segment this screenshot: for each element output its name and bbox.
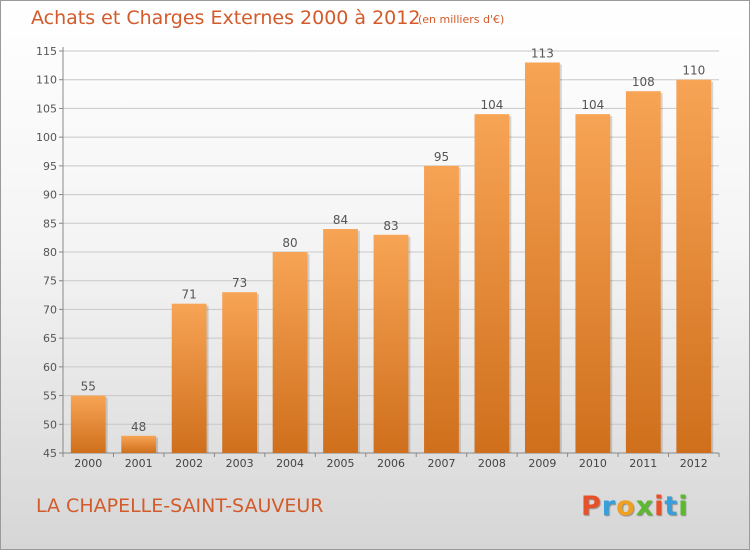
bar-2010 xyxy=(575,114,611,454)
logo-letter: t xyxy=(664,491,679,522)
x-tick-label-2012: 2012 xyxy=(680,457,708,470)
bars xyxy=(70,62,714,454)
chart-title: Achats et Charges Externes 2000 à 2012 xyxy=(31,7,421,29)
x-tick-label-2001: 2001 xyxy=(125,457,153,470)
labels: 45 50 55 60 65 70 75 80 85 90 95 100 105 110 115 55 2000… xyxy=(36,45,708,470)
bar-2007 xyxy=(424,165,459,453)
data-label-2006: 83 xyxy=(383,219,398,233)
y-tick-label: 55 xyxy=(43,390,57,403)
y-tick-label: 45 xyxy=(43,447,57,460)
data-label-2000: 55 xyxy=(81,380,96,394)
x-tick-label-2010: 2010 xyxy=(579,457,607,470)
y-tick-label: 65 xyxy=(43,332,57,345)
y-tick-label: 70 xyxy=(43,303,57,316)
bar-2002 xyxy=(171,303,207,453)
data-label-2009: 113 xyxy=(531,46,554,60)
data-label-2012: 110 xyxy=(682,64,705,78)
y-tick-label: 75 xyxy=(43,275,57,288)
data-label-2010: 104 xyxy=(581,98,604,112)
chart-subtitle: (en milliers d'€) xyxy=(418,13,505,26)
bar-2000 xyxy=(70,395,106,453)
y-tick-label: 105 xyxy=(36,102,57,115)
commune-name: LA CHAPELLE-SAINT-SAUVEUR xyxy=(36,495,324,517)
proxiti-logo: Proxiti xyxy=(581,491,689,522)
bar-2005 xyxy=(323,229,358,453)
y-tick-label: 60 xyxy=(43,361,57,374)
x-tick-label-2006: 2006 xyxy=(377,457,405,470)
bar-2011 xyxy=(625,91,661,453)
x-tick-label-2000: 2000 xyxy=(74,457,102,470)
y-tick-label: 85 xyxy=(43,217,57,230)
bar-2006 xyxy=(373,234,409,453)
logo-letter: i xyxy=(678,491,689,522)
x-tick-label-2002: 2002 xyxy=(175,457,203,470)
data-label-2007: 95 xyxy=(434,150,449,164)
data-label-2004: 80 xyxy=(282,236,297,250)
bar-2012 xyxy=(676,79,712,453)
data-label-2002: 71 xyxy=(182,288,197,302)
data-label-2001: 48 xyxy=(131,420,146,434)
y-tick-label: 50 xyxy=(43,418,57,431)
y-tick-label: 80 xyxy=(43,246,57,259)
x-tick-label-2008: 2008 xyxy=(478,457,506,470)
data-label-2008: 104 xyxy=(480,98,503,112)
x-tick-label-2009: 2009 xyxy=(528,457,556,470)
data-label-2011: 108 xyxy=(632,75,655,89)
bar-2009 xyxy=(524,62,560,453)
y-tick-label: 90 xyxy=(43,189,57,202)
y-tick-label: 95 xyxy=(43,160,57,173)
bar-2001 xyxy=(121,435,157,453)
bar-2004 xyxy=(272,252,308,453)
y-tick-label: 100 xyxy=(36,131,57,144)
y-tick-label: 110 xyxy=(36,74,57,87)
logo-letter: r xyxy=(601,491,617,522)
logo-letter: x xyxy=(635,491,655,522)
x-tick-label-2005: 2005 xyxy=(327,457,355,470)
x-tick-label-2007: 2007 xyxy=(427,457,455,470)
x-tick-label-2004: 2004 xyxy=(276,457,304,470)
logo-letter: o xyxy=(616,491,636,522)
y-tick-label: 115 xyxy=(36,45,57,58)
data-label-2005: 84 xyxy=(333,213,348,227)
logo-letter: i xyxy=(654,491,665,522)
data-label-2003: 73 xyxy=(232,276,247,290)
x-tick-label-2011: 2011 xyxy=(629,457,657,470)
bar-2008 xyxy=(474,114,510,454)
x-tick-label-2003: 2003 xyxy=(226,457,254,470)
logo-letter: P xyxy=(581,491,602,522)
bar-2003 xyxy=(222,292,258,453)
